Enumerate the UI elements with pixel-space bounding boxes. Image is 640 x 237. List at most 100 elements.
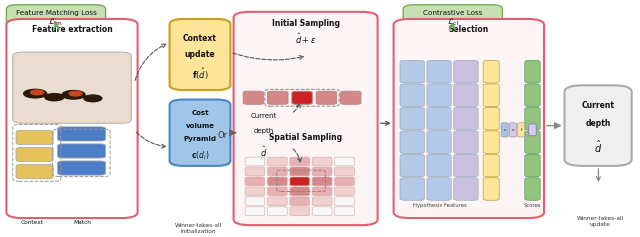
FancyBboxPatch shape [394,19,544,218]
FancyBboxPatch shape [427,107,451,130]
FancyBboxPatch shape [58,127,106,141]
Text: Initial Sampling: Initial Sampling [271,19,340,28]
FancyBboxPatch shape [454,131,478,153]
Text: Context: Context [20,220,44,225]
FancyBboxPatch shape [400,154,424,177]
Text: depth: depth [586,119,611,128]
Text: $\hat{d}$: $\hat{d}$ [260,144,268,159]
FancyBboxPatch shape [13,52,131,123]
Text: $\hat{d} + \epsilon$: $\hat{d} + \epsilon$ [294,32,317,46]
FancyBboxPatch shape [268,197,287,206]
FancyBboxPatch shape [245,197,265,206]
FancyBboxPatch shape [237,100,291,166]
FancyBboxPatch shape [340,91,361,104]
FancyBboxPatch shape [316,91,337,104]
Text: Cost: Cost [191,110,209,116]
FancyBboxPatch shape [245,187,265,196]
FancyBboxPatch shape [400,84,424,106]
FancyBboxPatch shape [170,19,230,90]
Text: Pyramid: Pyramid [184,136,216,142]
FancyBboxPatch shape [58,144,106,158]
FancyBboxPatch shape [6,5,106,28]
FancyBboxPatch shape [335,207,355,216]
Text: $\mathcal{L}_{\rm cl}$: $\mathcal{L}_{\rm cl}$ [447,17,459,28]
FancyBboxPatch shape [335,187,355,196]
FancyBboxPatch shape [427,154,451,177]
FancyBboxPatch shape [290,157,310,166]
FancyBboxPatch shape [292,91,312,104]
FancyBboxPatch shape [290,167,310,176]
Text: Current: Current [251,113,277,119]
Text: Context: Context [183,34,217,43]
FancyBboxPatch shape [290,197,310,206]
Text: Feature extraction: Feature extraction [31,25,113,34]
FancyBboxPatch shape [16,164,53,179]
Text: Current: Current [582,101,614,110]
Text: depth: depth [254,128,274,134]
Text: volume: volume [186,123,214,129]
FancyBboxPatch shape [483,178,499,200]
FancyBboxPatch shape [525,60,540,83]
FancyBboxPatch shape [525,107,540,130]
Text: Or: Or [217,131,227,140]
Circle shape [31,90,44,95]
FancyBboxPatch shape [483,60,499,83]
Text: Selection: Selection [449,25,489,34]
FancyBboxPatch shape [400,131,424,153]
FancyBboxPatch shape [483,107,499,130]
Text: e: e [511,128,515,132]
FancyBboxPatch shape [483,131,499,153]
Text: Feature Matching Loss: Feature Matching Loss [15,10,97,16]
FancyBboxPatch shape [16,130,53,145]
FancyBboxPatch shape [245,167,265,176]
FancyBboxPatch shape [335,167,355,176]
FancyBboxPatch shape [268,177,287,186]
Text: update: update [185,50,215,59]
FancyBboxPatch shape [403,5,502,28]
FancyBboxPatch shape [564,85,632,166]
FancyBboxPatch shape [525,84,540,106]
FancyBboxPatch shape [312,197,332,206]
Circle shape [24,89,47,98]
FancyBboxPatch shape [400,107,424,130]
FancyBboxPatch shape [312,187,332,196]
Text: Match: Match [73,220,91,225]
Text: $\mathcal{L}_{\rm fm}$: $\mathcal{L}_{\rm fm}$ [49,17,63,28]
FancyBboxPatch shape [335,197,355,206]
FancyBboxPatch shape [483,84,499,106]
Text: Scores: Scores [524,202,541,208]
Text: $\mathbf{c}(d_i)$: $\mathbf{c}(d_i)$ [191,149,209,162]
FancyBboxPatch shape [501,123,508,137]
FancyBboxPatch shape [335,157,355,166]
FancyBboxPatch shape [454,154,478,177]
Circle shape [62,91,85,99]
FancyBboxPatch shape [268,91,288,104]
FancyBboxPatch shape [312,207,332,216]
FancyBboxPatch shape [454,178,478,200]
FancyBboxPatch shape [454,60,478,83]
FancyBboxPatch shape [268,207,287,216]
FancyBboxPatch shape [243,91,264,104]
FancyBboxPatch shape [400,178,424,200]
Text: c: c [504,128,506,132]
FancyBboxPatch shape [525,178,540,200]
Circle shape [69,91,82,96]
FancyBboxPatch shape [427,178,451,200]
FancyBboxPatch shape [400,60,424,83]
Text: Contrastive Loss: Contrastive Loss [423,10,483,16]
Text: $\mathbf{f}(\hat{d})$: $\mathbf{f}(\hat{d})$ [191,67,209,82]
FancyBboxPatch shape [427,131,451,153]
FancyBboxPatch shape [268,167,287,176]
FancyBboxPatch shape [234,12,378,225]
Circle shape [84,95,102,102]
FancyBboxPatch shape [427,84,451,106]
Circle shape [45,94,64,101]
FancyBboxPatch shape [509,123,516,137]
FancyBboxPatch shape [529,124,536,136]
FancyBboxPatch shape [290,177,310,186]
FancyBboxPatch shape [518,123,525,137]
FancyBboxPatch shape [312,167,332,176]
FancyBboxPatch shape [268,187,287,196]
FancyBboxPatch shape [170,100,230,166]
FancyBboxPatch shape [427,60,451,83]
